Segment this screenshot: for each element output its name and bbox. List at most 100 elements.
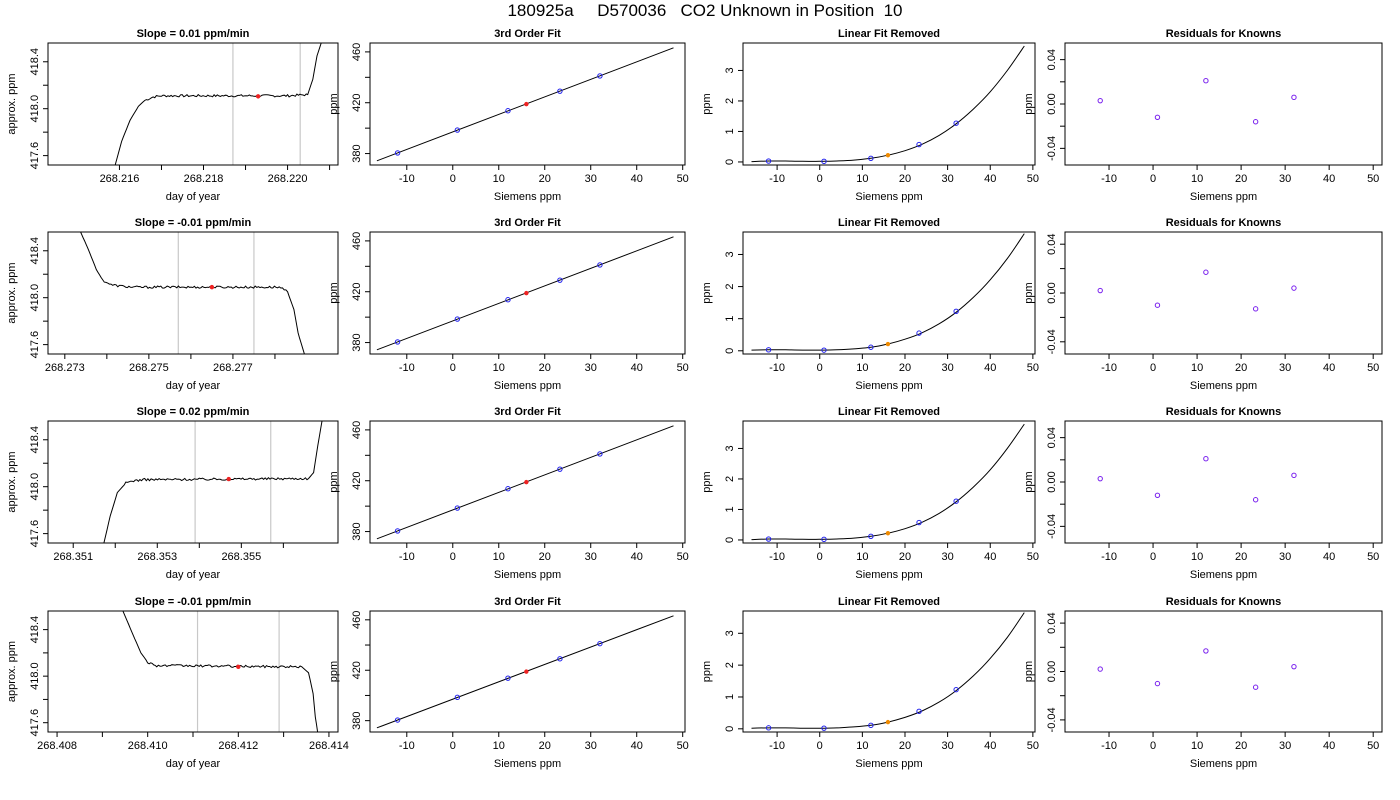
x-tick-label: 30 — [1279, 173, 1291, 185]
x-tick-label: 0 — [1150, 740, 1156, 752]
known-point — [454, 127, 461, 133]
plot-frame — [1064, 610, 1383, 733]
panel-title: Residuals for Knowns — [1166, 28, 1282, 40]
x-tick-label: -10 — [769, 173, 785, 185]
panel-1-0: -10 0 10 20 30 40 50 380 420 460 3rd Order Fit Siem… — [328, 28, 689, 203]
x-axis-label: Siemens ppm — [494, 569, 561, 581]
x-tick-label: 20 — [1235, 362, 1247, 374]
known-point — [868, 722, 874, 729]
plot-area — [122, 611, 319, 732]
unknown-marker — [236, 664, 241, 670]
y-axis-label: ppm — [701, 282, 713, 303]
plot-area — [376, 47, 674, 162]
unknown-point — [524, 479, 529, 485]
x-tick-label: 50 — [1027, 740, 1039, 752]
plot-area — [376, 615, 674, 729]
x-tick-label: -10 — [1101, 551, 1117, 563]
x-tick-label: 50 — [677, 740, 689, 752]
y-tick-label: 0.04 — [1046, 233, 1058, 254]
panel-0-0: 268.216 268.218 268.220 417.6 418.0 418.4 Slop… — [6, 28, 339, 203]
known-point — [394, 528, 401, 534]
x-axis-label: Siemens ppm — [1190, 191, 1257, 203]
plot-area — [751, 45, 1025, 165]
x-tick-label: 0 — [817, 173, 823, 185]
x-tick-label: -10 — [399, 362, 415, 374]
unknown-point — [885, 153, 891, 158]
y-tick-label: 0 — [724, 348, 736, 354]
plot-frame — [47, 610, 339, 733]
y-tick-label: 418.0 — [29, 662, 41, 690]
unknown-marker — [255, 94, 261, 99]
x-tick-label: 50 — [1027, 173, 1039, 185]
x-tick-label: 0 — [1150, 362, 1156, 374]
panel-title: 3rd Order Fit — [494, 28, 561, 40]
x-tick-label: 20 — [1235, 551, 1247, 563]
y-tick-label: 417.6 — [29, 709, 41, 737]
x-tick-label: 268.351 — [53, 551, 93, 563]
x-tick-label: 268.408 — [37, 740, 77, 752]
y-axis-label: approx. ppm — [6, 451, 18, 512]
plot-area — [376, 236, 674, 351]
y-tick-label: 0.00 — [1046, 471, 1058, 492]
panel-0-1: 268.273 268.275 268.277 417.6 418.0 418.4 Slop… — [6, 217, 339, 392]
y-axis-label: ppm — [1023, 661, 1035, 682]
x-tick-label: 40 — [1323, 362, 1335, 374]
x-tick-label: 40 — [1323, 551, 1335, 563]
known-point — [557, 466, 563, 472]
y-tick-label: 3 — [724, 251, 736, 257]
x-tick-label: 50 — [1027, 551, 1039, 563]
plot-frame — [742, 420, 1036, 544]
known-point — [765, 725, 772, 731]
known-point — [394, 150, 401, 156]
y-axis-label: approx. ppm — [6, 73, 18, 134]
y-axis-label: ppm — [328, 661, 340, 682]
x-tick-label: 30 — [585, 173, 597, 185]
x-tick-label: 0 — [817, 740, 823, 752]
x-tick-label: 20 — [539, 362, 551, 374]
y-tick-label: 460 — [351, 611, 363, 629]
x-tick-label: -10 — [1101, 362, 1117, 374]
known-point — [1203, 269, 1209, 275]
y-tick-label: 0 — [724, 159, 736, 165]
y-axis-label: approx. ppm — [6, 641, 18, 702]
x-axis-label: Siemens ppm — [855, 191, 922, 203]
unknown-marker — [226, 476, 231, 482]
y-tick-label: 418.0 — [29, 473, 41, 501]
y-tick-label: -0.04 — [1046, 329, 1058, 354]
time-series-line — [103, 421, 323, 543]
x-tick-label: 30 — [941, 551, 953, 563]
known-point — [1203, 78, 1209, 84]
x-tick-label: 268.412 — [218, 740, 258, 752]
known-point — [1291, 285, 1297, 291]
x-tick-label: 0 — [817, 551, 823, 563]
known-point — [765, 536, 772, 542]
y-tick-label: 460 — [351, 43, 363, 61]
known-point — [1291, 472, 1297, 479]
plot-area — [751, 233, 1025, 353]
panel-title: Linear Fit Removed — [838, 28, 940, 40]
known-point — [953, 498, 959, 504]
x-tick-label: 20 — [539, 740, 551, 752]
y-axis-label: ppm — [328, 282, 340, 303]
x-tick-label: 50 — [677, 173, 689, 185]
x-tick-label: 30 — [1279, 740, 1291, 752]
plot-frame — [47, 42, 339, 166]
x-tick-label: -10 — [1101, 173, 1117, 185]
y-tick-label: 460 — [351, 421, 363, 439]
x-tick-label: -10 — [769, 551, 785, 563]
x-tick-label: 268.355 — [221, 551, 261, 563]
known-point — [1291, 663, 1297, 670]
x-axis-label: Siemens ppm — [1190, 758, 1257, 770]
known-point — [916, 708, 922, 715]
plot-frame — [369, 42, 686, 166]
plot-frame — [742, 42, 1036, 166]
known-point — [953, 120, 959, 126]
y-tick-label: 0.00 — [1046, 661, 1058, 682]
panel-title: Residuals for Knowns — [1166, 596, 1282, 608]
panel-1-1: -10 0 10 20 30 40 50 380 420 460 3rd Order Fit Siem… — [328, 217, 689, 392]
panel-title: Residuals for Knowns — [1166, 406, 1282, 418]
x-tick-label: 10 — [856, 551, 868, 563]
x-tick-label: 40 — [1323, 173, 1335, 185]
plot-area — [1097, 78, 1297, 125]
known-point — [868, 533, 874, 539]
